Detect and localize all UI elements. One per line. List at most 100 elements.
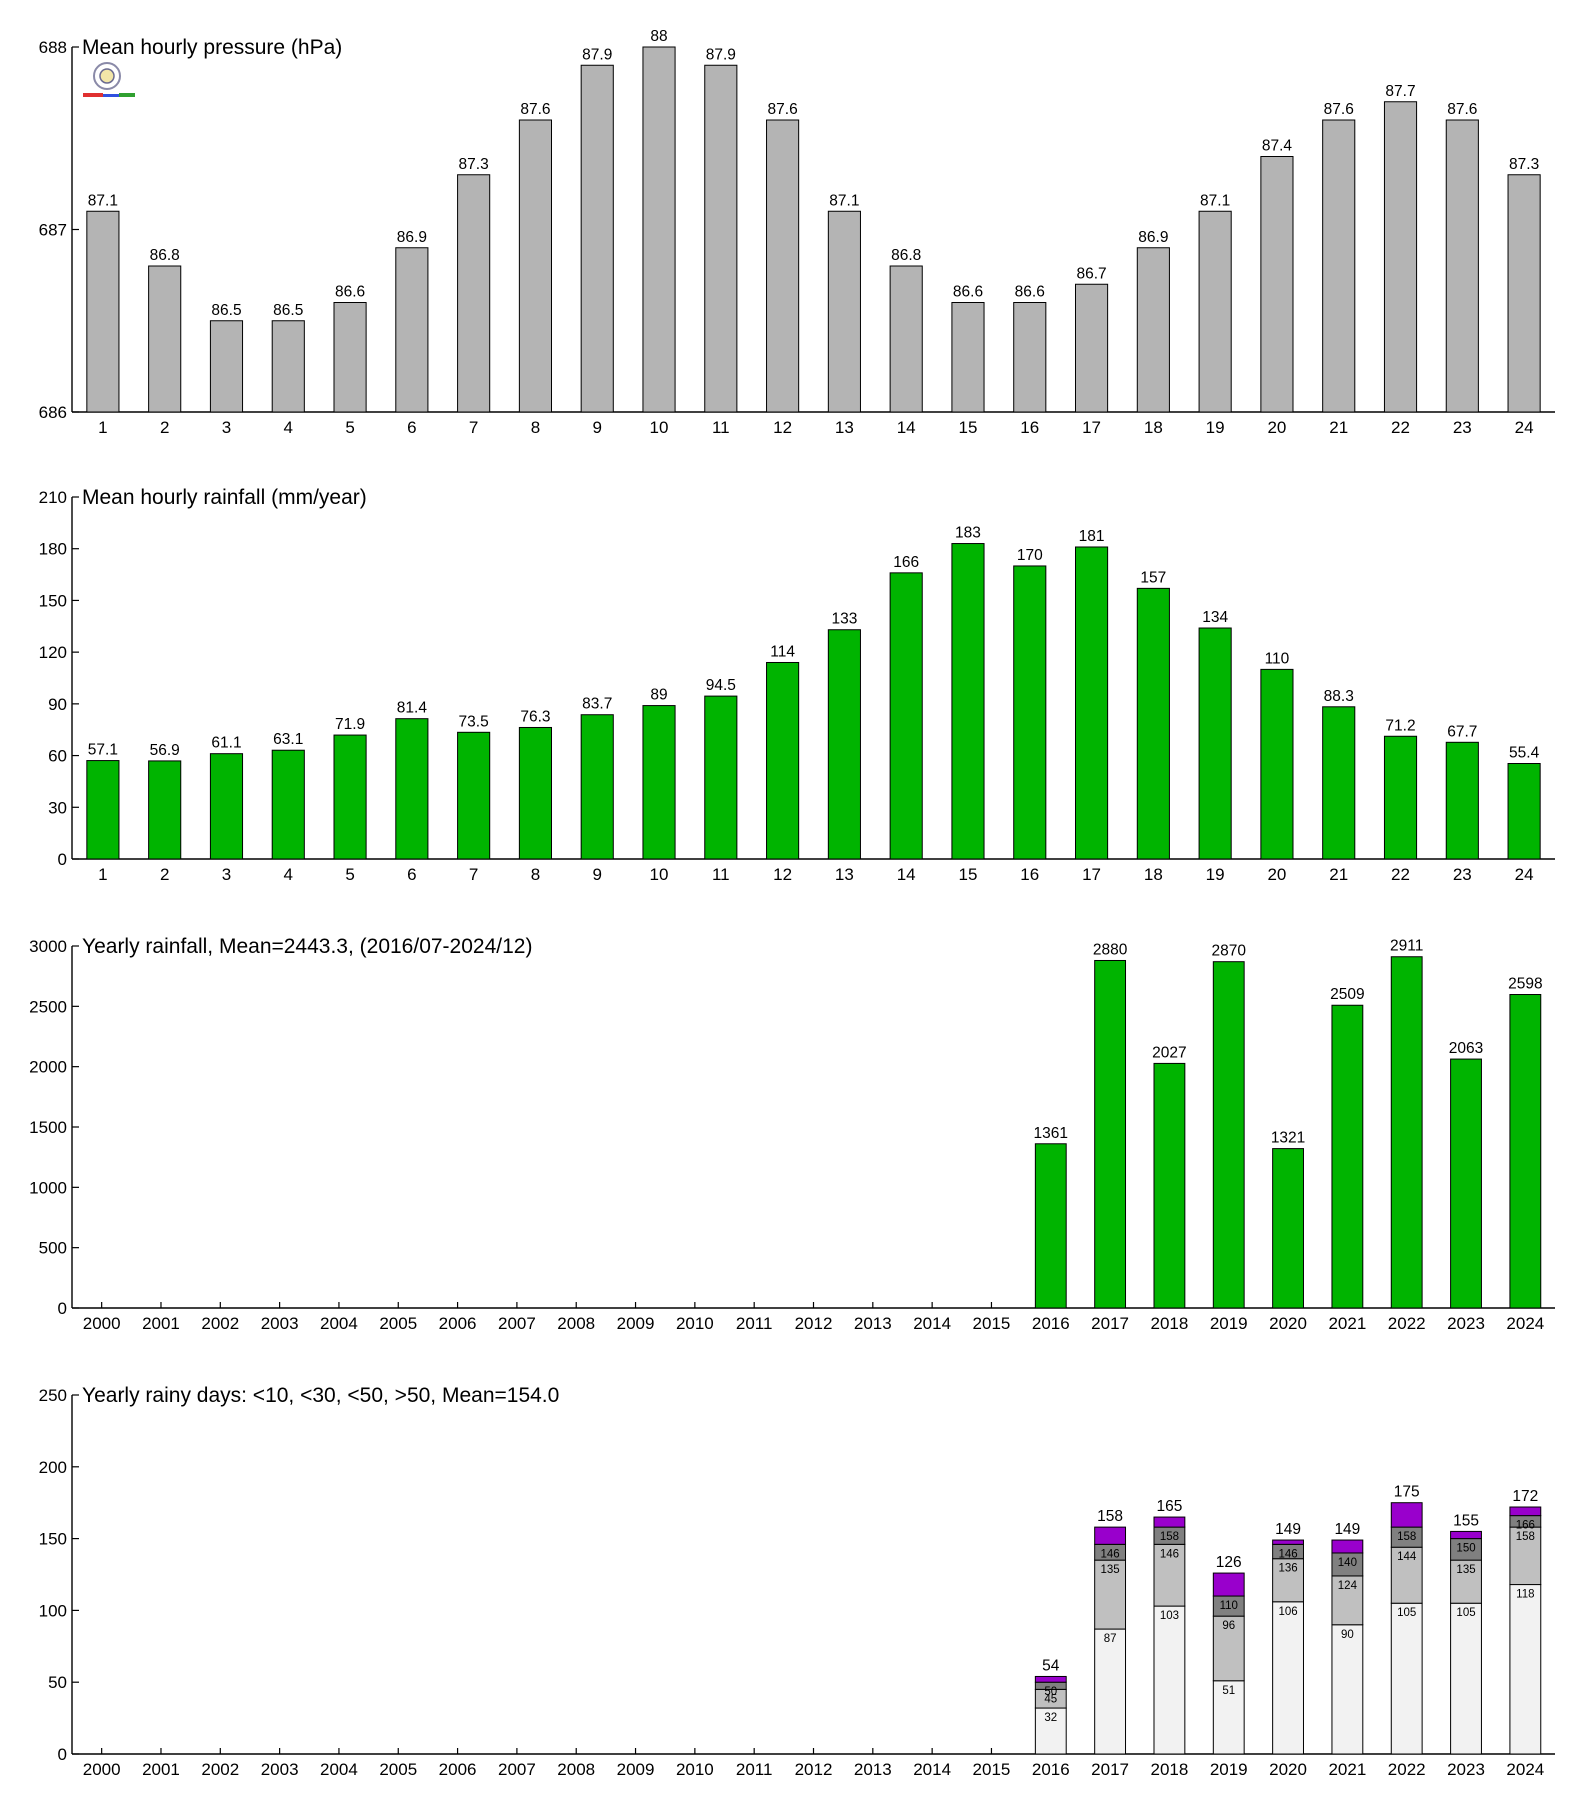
- x-tick-label: 14: [897, 865, 916, 884]
- x-tick-label: 11: [712, 418, 730, 437]
- x-tick-label: 2002: [201, 1760, 239, 1779]
- segment-label: 118: [1516, 1589, 1534, 1601]
- segment-label: 110: [1220, 1600, 1238, 1612]
- bar-value-label: 86.8: [150, 247, 180, 264]
- x-tick-label: 2022: [1388, 1760, 1426, 1779]
- lab-logo-ribbon-3: [119, 93, 135, 97]
- x-tick-label: 2024: [1506, 1760, 1544, 1779]
- bar-total-label: 165: [1156, 1498, 1182, 1515]
- bar: [1034, 1143, 1067, 1309]
- bar-value-label: 87.4: [1262, 138, 1293, 155]
- y-tick-label: 686: [39, 403, 67, 422]
- x-tick-label: 20: [1267, 418, 1286, 437]
- bar: [395, 718, 429, 860]
- x-tick-label: 2004: [320, 1760, 358, 1779]
- bar: [1153, 1062, 1186, 1309]
- segment-label: 135: [1456, 1564, 1475, 1576]
- segment-label: 140: [1338, 1557, 1357, 1569]
- bar-value-label: 71.2: [1385, 717, 1415, 734]
- bar-value-label: 86.6: [335, 284, 365, 301]
- y-tick-label: 150: [39, 591, 67, 610]
- bar: [1136, 247, 1170, 413]
- stacked-bar-segment: [1212, 1680, 1245, 1755]
- bar: [580, 64, 614, 413]
- bar-value-label: 87.1: [1200, 192, 1230, 209]
- bar-value-label: 86.6: [953, 284, 983, 301]
- x-tick-label: 24: [1515, 865, 1534, 884]
- x-tick-label: 9: [592, 418, 601, 437]
- bar-total-label: 126: [1216, 1554, 1242, 1571]
- x-tick-label: 2017: [1091, 1314, 1129, 1333]
- bar: [457, 174, 491, 413]
- stacked-bar-segment: [1094, 1628, 1127, 1755]
- x-tick-label: 2005: [379, 1314, 417, 1333]
- x-tick-label: 22: [1391, 418, 1410, 437]
- x-tick-label: 2014: [913, 1314, 951, 1333]
- x-tick-label: 2016: [1032, 1314, 1070, 1333]
- y-tick-label: 500: [39, 1239, 67, 1258]
- segment-label: 150: [1456, 1543, 1475, 1555]
- y-tick-label: 30: [48, 798, 67, 817]
- bar: [518, 726, 553, 860]
- bar-value-label: 86.8: [891, 247, 921, 264]
- stacked-bar-segment: [1390, 1546, 1423, 1604]
- stacked-bar-segment: [1390, 1602, 1423, 1755]
- y-tick-label: 50: [48, 1673, 67, 1692]
- bar: [827, 210, 861, 413]
- stacked-bar-segment: [1272, 1601, 1304, 1755]
- x-tick-label: 2024: [1506, 1314, 1544, 1333]
- segment-label: 158: [1516, 1531, 1535, 1543]
- segment-label: 51: [1222, 1685, 1235, 1697]
- y-tick-label: 200: [39, 1458, 67, 1477]
- x-tick-label: 2: [160, 865, 169, 884]
- x-tick-label: 5: [345, 865, 354, 884]
- bar-value-label: 67.7: [1447, 723, 1477, 740]
- bar: [333, 734, 367, 860]
- bar-value-label: 63.1: [273, 731, 303, 748]
- bar-value-label: 1321: [1271, 1130, 1305, 1147]
- x-tick-label: 2018: [1151, 1760, 1189, 1779]
- segment-label: 158: [1160, 1531, 1179, 1543]
- bar-value-label: 88.3: [1324, 688, 1354, 705]
- x-tick-label: 2008: [557, 1314, 595, 1333]
- bar: [1322, 119, 1356, 413]
- x-tick-label: 2012: [795, 1314, 833, 1333]
- x-tick-label: 15: [959, 865, 978, 884]
- stacked-bar-segment: [1509, 1526, 1542, 1586]
- x-tick-label: 13: [835, 418, 854, 437]
- bar: [1445, 741, 1479, 860]
- bar: [580, 714, 614, 860]
- chart-2: Mean hourly rainfall (mm/year)0306090120…: [39, 486, 1555, 884]
- bar: [1260, 156, 1294, 413]
- x-tick-label: 18: [1144, 418, 1163, 437]
- bar-value-label: 110: [1265, 650, 1290, 667]
- segment-label: 166: [1516, 1520, 1535, 1532]
- bar-value-label: 170: [1017, 547, 1043, 564]
- x-tick-label: 10: [650, 865, 669, 884]
- stacked-bar-segment: [1034, 1675, 1067, 1683]
- bar: [1013, 565, 1047, 860]
- bar: [1322, 706, 1356, 860]
- bar: [1272, 1148, 1304, 1309]
- bar: [518, 119, 553, 413]
- lab-logo-ribbon-2: [103, 94, 119, 97]
- bar: [766, 119, 800, 413]
- bar: [333, 302, 367, 413]
- lab-logo-ribbon: [83, 93, 103, 97]
- x-tick-label: 2022: [1388, 1314, 1426, 1333]
- bar-value-label: 2880: [1093, 941, 1128, 958]
- segment-label: 105: [1397, 1607, 1416, 1619]
- bar-value-label: 181: [1079, 528, 1105, 545]
- chart-1: Mean hourly pressure (hPa)686687688187.1…: [39, 28, 1555, 437]
- x-tick-label: 17: [1082, 418, 1101, 437]
- y-tick-label: 180: [39, 540, 67, 559]
- x-tick-label: 2010: [676, 1314, 714, 1333]
- bar: [86, 210, 120, 413]
- x-tick-label: 23: [1453, 418, 1472, 437]
- x-tick-label: 10: [650, 418, 669, 437]
- bar: [1260, 668, 1294, 860]
- bar: [457, 731, 491, 860]
- y-tick-label: 2500: [29, 997, 67, 1016]
- stacked-bar-segment: [1509, 1506, 1542, 1517]
- bar: [1383, 735, 1418, 860]
